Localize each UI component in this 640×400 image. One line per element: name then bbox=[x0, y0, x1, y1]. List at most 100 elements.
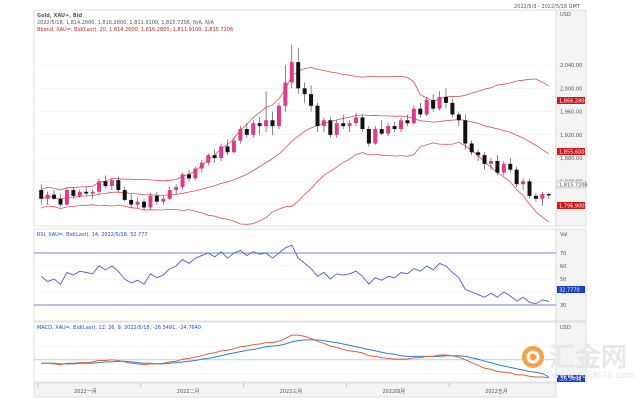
candle-body bbox=[154, 195, 159, 202]
candle-body bbox=[257, 123, 262, 127]
candle-body bbox=[521, 181, 526, 185]
candle-body bbox=[206, 155, 211, 163]
price-tick-label: 1,880.00 bbox=[560, 156, 582, 162]
candle-body bbox=[360, 117, 365, 129]
candle bbox=[97, 178, 102, 195]
macd-last-tag-text: -26.3491 bbox=[559, 377, 581, 383]
candle bbox=[296, 47, 301, 95]
candle bbox=[443, 88, 448, 109]
rsi-last-tag bbox=[557, 286, 585, 293]
candle bbox=[219, 143, 224, 161]
header-top-right: 2022/5/3 - 2022/5/18 GMT bbox=[514, 4, 581, 10]
candle bbox=[533, 192, 538, 202]
x-tick-label: 2022五月 bbox=[485, 389, 508, 395]
candle bbox=[437, 91, 442, 111]
middle-band-tag bbox=[557, 148, 585, 155]
macd-signal-line bbox=[41, 339, 550, 378]
candle-body bbox=[193, 168, 198, 179]
candle bbox=[399, 117, 404, 132]
candle bbox=[334, 120, 339, 138]
candle-body bbox=[251, 123, 256, 135]
candle bbox=[508, 158, 513, 173]
candle bbox=[488, 158, 493, 170]
candle bbox=[476, 149, 481, 161]
candle bbox=[546, 192, 551, 199]
macd-last-tag bbox=[557, 375, 585, 382]
candle bbox=[84, 187, 89, 196]
candle-body bbox=[39, 190, 44, 199]
candle-body bbox=[225, 146, 230, 153]
candle bbox=[501, 160, 506, 176]
candle-body bbox=[276, 105, 281, 127]
rsi-tick-label: 30 bbox=[560, 303, 566, 309]
candle-body bbox=[270, 120, 275, 127]
rsi-legend: RSI, XAU=, Bid(Last), 14, 2022/5/18, 32.… bbox=[37, 232, 148, 238]
candle bbox=[315, 102, 320, 132]
candle-body bbox=[533, 195, 538, 199]
candle bbox=[199, 160, 204, 173]
candle-body bbox=[488, 160, 493, 164]
candle bbox=[206, 153, 211, 166]
candlestick-series bbox=[39, 44, 551, 211]
candle bbox=[148, 192, 153, 210]
bband-line: Bband, XAU=, Bid(Last), 20, 1,814.2000, … bbox=[37, 27, 233, 33]
x-tick-label: 2022二月 bbox=[177, 389, 200, 395]
candle-body bbox=[167, 190, 172, 199]
candle-body bbox=[103, 181, 108, 186]
candle bbox=[122, 187, 127, 202]
price-tick-label: 1,960.00 bbox=[560, 110, 582, 116]
candle bbox=[373, 126, 378, 145]
candle bbox=[231, 137, 236, 154]
lower-band-tag bbox=[557, 202, 585, 209]
candle-body bbox=[463, 120, 468, 144]
candle-body bbox=[90, 191, 95, 194]
price-tick-label: 1,920.00 bbox=[560, 133, 582, 139]
candle bbox=[90, 189, 95, 199]
candle bbox=[39, 184, 44, 205]
candle-body bbox=[244, 129, 249, 135]
candle-body bbox=[476, 152, 481, 156]
candle bbox=[392, 122, 397, 132]
candle-body bbox=[296, 62, 301, 89]
candle-body bbox=[482, 155, 487, 164]
x-tick-label: 2022一月 bbox=[74, 389, 97, 395]
candle-body bbox=[405, 120, 410, 124]
candle bbox=[341, 114, 346, 129]
candle bbox=[257, 117, 262, 135]
rsi-line bbox=[40, 244, 549, 305]
candle bbox=[212, 149, 217, 163]
candle-body bbox=[52, 194, 57, 199]
candle-body bbox=[84, 191, 89, 194]
candle bbox=[116, 176, 121, 193]
candle bbox=[456, 111, 461, 127]
candle-body bbox=[469, 143, 474, 153]
candle-body bbox=[334, 123, 339, 135]
candle bbox=[161, 195, 166, 205]
candle-body bbox=[354, 117, 359, 124]
candle-body bbox=[97, 181, 102, 192]
candle-body bbox=[321, 120, 326, 127]
candle-body bbox=[501, 163, 506, 173]
candle-body bbox=[238, 129, 243, 141]
candle-body bbox=[148, 195, 153, 208]
candle-body bbox=[450, 102, 455, 115]
candle-body bbox=[174, 187, 179, 191]
ohlc-line: 2022/5/18, 1,814.2000, 1,816.2800, 1,811… bbox=[37, 20, 214, 26]
candle-body bbox=[283, 82, 288, 106]
candle-body bbox=[129, 199, 134, 205]
price-gridlines bbox=[34, 64, 556, 205]
price-tags: 1,866.2800 1,855.6000 1,815.7206 1,796.9… bbox=[556, 97, 588, 210]
candle bbox=[186, 169, 191, 182]
price-axis-unit: USD bbox=[560, 12, 571, 18]
price-panel: Gold, XAU=, Bid 2022/5/18, 1,814.2000, 1… bbox=[33, 9, 588, 227]
candle-body bbox=[122, 190, 127, 200]
bollinger-upper-line bbox=[41, 66, 549, 191]
candle-body bbox=[328, 120, 333, 135]
candle-body bbox=[116, 180, 121, 191]
candle bbox=[386, 123, 391, 136]
candle-body bbox=[443, 97, 448, 103]
candle-body bbox=[264, 120, 269, 127]
candle-body bbox=[546, 194, 551, 196]
candle-body bbox=[341, 123, 346, 127]
candle-body bbox=[315, 105, 320, 127]
